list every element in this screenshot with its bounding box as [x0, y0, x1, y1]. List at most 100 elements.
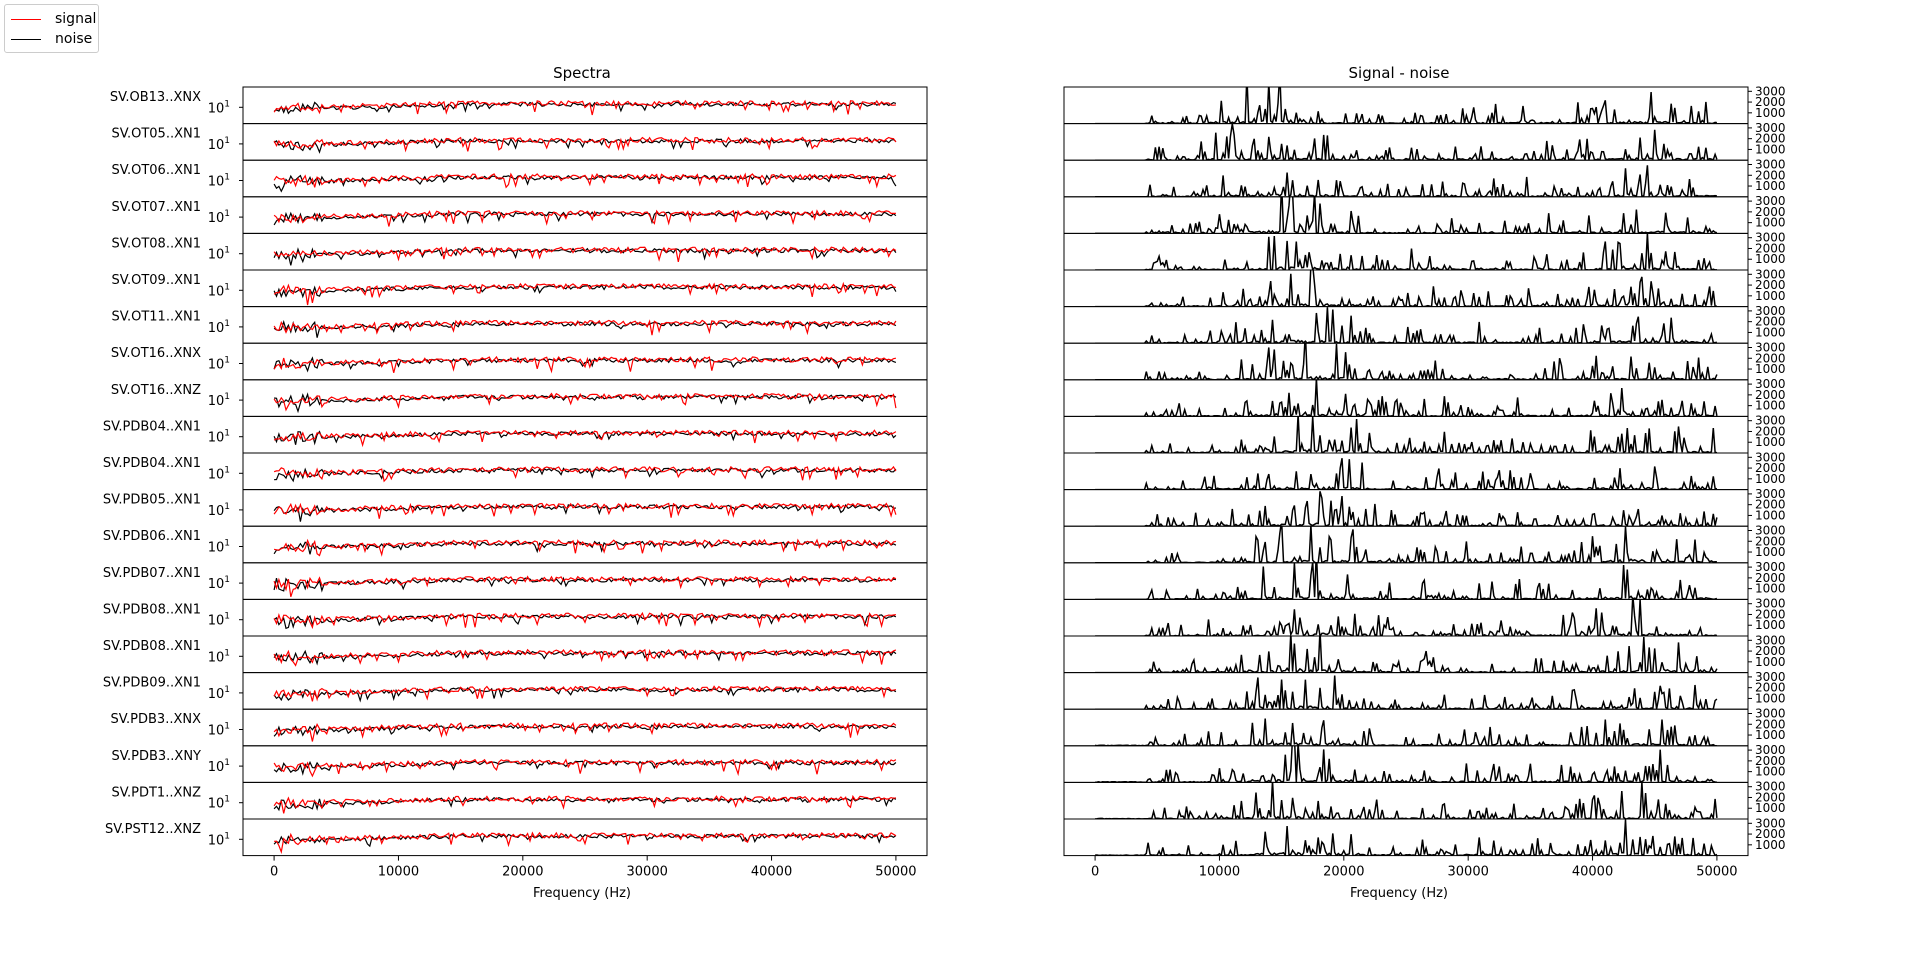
y-tick-label: 2000: [1755, 315, 1786, 329]
panel-frame: [1063, 562, 1749, 600]
y-tick-label: 3000: [1755, 377, 1786, 391]
signal-line: [273, 611, 896, 630]
panel-frame: [1063, 123, 1749, 161]
y-tick-label: 3000: [1755, 158, 1786, 172]
y-tick-label: 2000: [1755, 644, 1786, 658]
noise-line: [273, 356, 897, 373]
y-tick-label: 2000: [1755, 351, 1786, 365]
spectra-panel: SV.PDB09..XN1 101: [103, 672, 928, 710]
spectra-panel: SV.OT06..XN1 101: [112, 159, 928, 198]
x-tick-label: 20000: [1323, 865, 1364, 880]
difference-line: [1095, 675, 1718, 710]
y-tick-label: 1000: [1755, 216, 1786, 230]
y-tick-label: 3000: [1755, 487, 1786, 501]
signal-line: [273, 246, 897, 263]
panel-frame: [1063, 86, 1749, 125]
y-tick-label: 1000: [1755, 325, 1786, 339]
x-tick-label: 50000: [1696, 865, 1737, 880]
y-tick-label: 1000: [1755, 435, 1786, 449]
trace-label: SV.OT11..XN1: [112, 310, 201, 325]
spectra-panel: SV.PDB08..XN1 101: [103, 598, 928, 637]
y-tick-label: 3000: [1755, 414, 1786, 428]
spectra-panel: SV.PDB07..XN1 101: [103, 562, 928, 600]
noise-line: [273, 723, 897, 737]
signal-line: [273, 209, 896, 227]
legend-label-signal: signal: [55, 11, 97, 27]
signal-line: [273, 392, 897, 412]
y-tick-label: 101: [208, 173, 230, 190]
difference-line: [1095, 165, 1718, 197]
trace-label: SV.PDB05..XN1: [103, 493, 201, 508]
y-tick-label: 1000: [1755, 655, 1786, 669]
y-tick-label: 101: [208, 831, 230, 848]
trace-label: SV.PDT1..XNZ: [112, 785, 202, 800]
legend-swatch-noise: [11, 39, 41, 40]
signal-line: [273, 502, 897, 519]
y-tick-label: 2000: [1755, 827, 1786, 841]
y-tick-label: 101: [208, 722, 230, 739]
y-tick-label: 2000: [1755, 498, 1786, 512]
noise-line: [273, 760, 897, 776]
y-tick-label: 1000: [1755, 106, 1786, 120]
y-tick-label: 2000: [1755, 717, 1786, 731]
difference-line: [1095, 745, 1717, 783]
y-tick-label: 2000: [1755, 388, 1786, 402]
y-tick-label: 1000: [1755, 289, 1786, 303]
signal-line: [273, 281, 897, 306]
y-tick-label: 2000: [1755, 132, 1786, 146]
trace-label: SV.PST12..XNZ: [105, 822, 201, 837]
panel-frame: [1063, 745, 1749, 783]
y-tick-label: 3000: [1755, 597, 1786, 611]
y-tick-label: 1000: [1755, 142, 1786, 156]
difference-line: [1094, 718, 1717, 746]
y-tick-label: 1000: [1755, 691, 1786, 705]
y-tick-label: 101: [208, 685, 230, 702]
noise-line: [273, 613, 897, 630]
difference-line: [1095, 307, 1718, 344]
y-tick-label: 1000: [1755, 765, 1786, 779]
y-tick-label: 101: [208, 465, 230, 482]
x-tick-label: 50000: [875, 865, 916, 880]
spectra-panel: SV.OT16..XNZ 101: [111, 379, 928, 417]
difference-line: [1095, 636, 1718, 673]
y-tick-label: 3000: [1755, 524, 1786, 538]
signal-line: [273, 794, 897, 814]
signal-line: [273, 136, 897, 153]
y-tick-label: 101: [208, 758, 230, 775]
spectra-panel: SV.OB13..XNX 101: [110, 86, 928, 125]
trace-label: SV.OT09..XN1: [112, 273, 201, 288]
y-tick-label: 3000: [1755, 84, 1786, 98]
difference-line: [1095, 819, 1718, 856]
trace-label: SV.OT16..XNX: [111, 346, 201, 361]
signal-line: [273, 538, 897, 557]
legend-swatch-signal: [11, 19, 41, 20]
x-tick-label: 10000: [1199, 865, 1240, 880]
y-tick-label: 2000: [1755, 95, 1786, 109]
x-tick-label: 40000: [751, 865, 792, 880]
trace-label: SV.PDB04..XN1: [103, 419, 201, 434]
spectra-panel: SV.OT07..XN1 101: [112, 196, 928, 234]
difference-title: Signal - noise: [1349, 64, 1450, 82]
trace-label: SV.PDB09..XN1: [103, 676, 201, 691]
signal-line: [273, 721, 897, 742]
y-tick-label: 3000: [1755, 304, 1786, 318]
y-tick-label: 101: [208, 319, 230, 336]
legend: signal noise: [4, 4, 99, 53]
y-tick-label: 101: [208, 539, 230, 556]
y-tick-label: 1000: [1755, 838, 1786, 852]
x-tick-label: 40000: [1572, 865, 1613, 880]
y-tick-label: 3000: [1755, 816, 1786, 830]
trace-label: SV.PDB08..XN1: [103, 602, 201, 617]
difference-x-label: Frequency (Hz): [1350, 886, 1448, 901]
y-tick-label: 101: [208, 575, 230, 592]
trace-label: SV.OT06..XN1: [112, 163, 201, 178]
y-tick-label: 3000: [1755, 633, 1786, 647]
y-tick-label: 101: [208, 612, 230, 629]
